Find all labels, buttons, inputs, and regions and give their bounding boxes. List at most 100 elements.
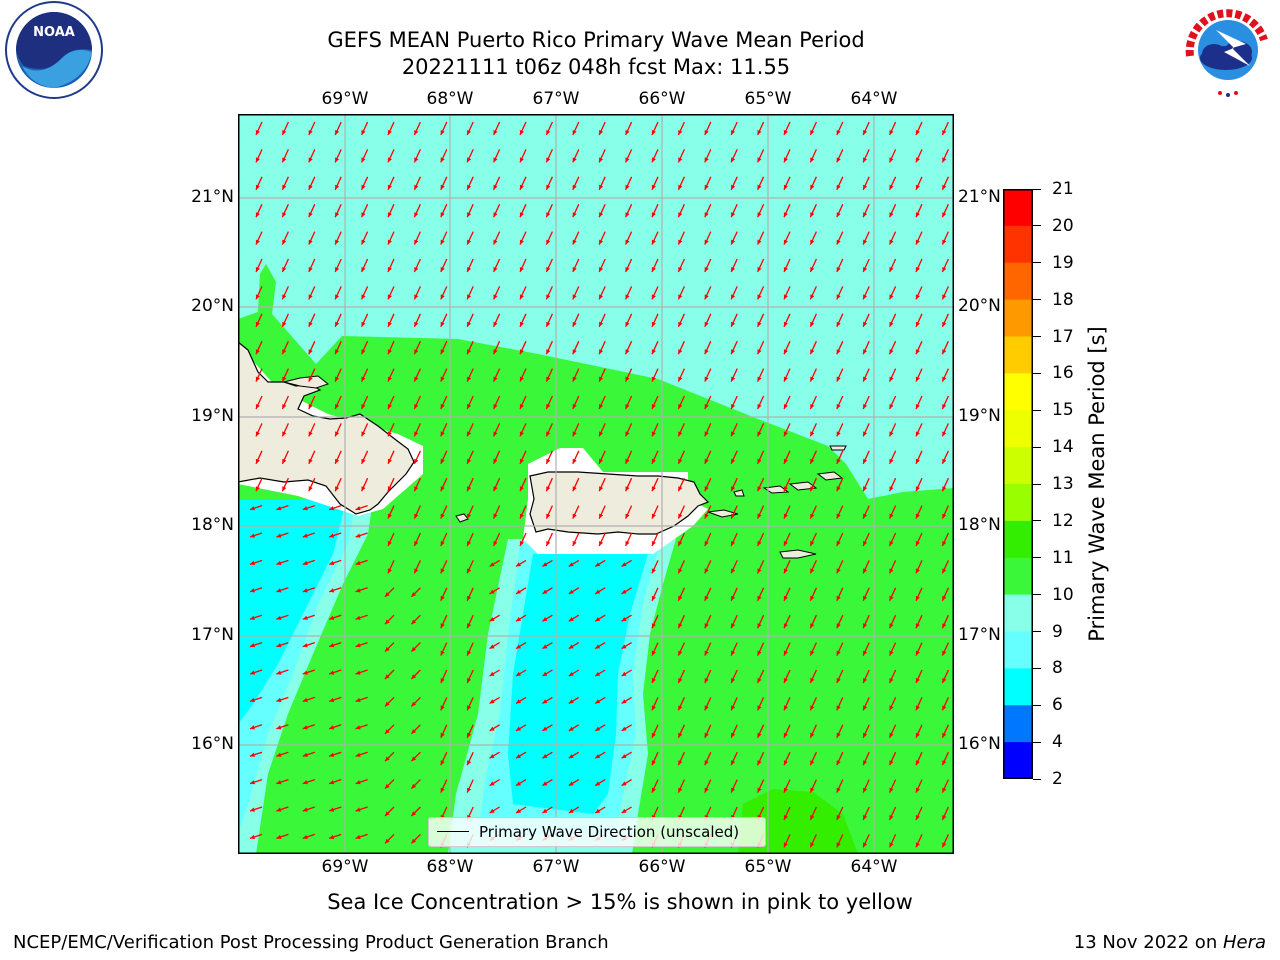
wave-arrow-head — [942, 349, 947, 355]
wave-arrow-head — [889, 294, 894, 300]
wave-arrow-head — [302, 670, 308, 675]
wave-arrow-head — [757, 267, 762, 272]
wave-arrow-head — [414, 568, 419, 574]
wave-arrow-head — [440, 486, 445, 492]
lat-label-right: 21°N — [958, 187, 1001, 207]
colorbar-tick-mark — [1033, 446, 1041, 448]
wave-arrow-head — [387, 376, 392, 382]
lon-label-top: 68°W — [426, 89, 474, 109]
wave-arrow-head — [915, 486, 920, 492]
wave-arrow-head — [440, 732, 445, 738]
wave-arrow-head — [836, 623, 841, 629]
wave-arrow-head — [467, 294, 472, 300]
land-vieques — [707, 509, 739, 518]
wave-arrow-head — [599, 541, 604, 546]
wave-arrow-head — [519, 184, 524, 190]
colorbar-tick-label: 9 — [1052, 621, 1063, 642]
colorbar-tick-mark — [1033, 188, 1041, 190]
wave-arrow-head — [414, 267, 419, 272]
wave-arrow-head — [651, 541, 656, 546]
lat-label-left: 21°N — [191, 187, 234, 207]
wave-arrow-head — [836, 842, 841, 848]
wave-arrow-head — [516, 808, 521, 813]
wave-arrow-head — [757, 678, 762, 683]
lat-label-right: 20°N — [958, 296, 1001, 316]
wave-arrow-head — [414, 294, 419, 300]
wave-arrow-head — [810, 431, 815, 437]
wave-arrow-head — [414, 404, 419, 409]
wave-arrow-head — [810, 458, 815, 464]
wave-arrow-head — [568, 671, 574, 676]
colorbar-tick-mark — [1033, 778, 1041, 780]
wave-arrow-head — [595, 781, 601, 786]
wave-arrow-head — [836, 787, 841, 793]
wave-arrow-head — [915, 349, 920, 355]
wave-arrow-head — [572, 184, 577, 190]
colorbar-tick-mark — [1033, 631, 1041, 632]
wave-arrow-head — [361, 239, 366, 245]
wave-arrow-head — [942, 623, 947, 629]
wave-arrow-head — [836, 157, 841, 163]
colorbar-tick-mark — [1033, 557, 1041, 559]
wave-arrow-head — [467, 732, 472, 738]
wave-arrow-head — [810, 212, 815, 218]
wave-arrow-head — [731, 404, 736, 409]
wave-arrow-head — [651, 458, 656, 464]
wave-arrow-head — [678, 157, 683, 163]
wave-arrow-head — [863, 568, 868, 574]
wave-arrow-head — [836, 568, 841, 574]
wave-arrow-head — [387, 458, 392, 464]
wave-arrow-head — [440, 623, 445, 629]
wave-arrow-head — [678, 595, 683, 601]
wave-arrow-head — [810, 267, 815, 272]
wave-arrow-head — [625, 404, 630, 409]
wave-arrow-head — [783, 541, 788, 546]
wave-arrow-head — [387, 349, 392, 355]
wave-arrow-head — [282, 349, 287, 355]
lon-label-top: 67°W — [532, 89, 580, 109]
wave-arrow-head — [411, 674, 417, 679]
wave-arrow-head — [757, 376, 762, 382]
wave-arrow-head — [942, 212, 947, 218]
wave-arrow-head — [519, 212, 524, 218]
wave-arrow-head — [493, 321, 498, 327]
wave-arrow-head — [651, 404, 656, 409]
lon-label-top: 69°W — [321, 89, 369, 109]
wave-arrow-head — [783, 842, 788, 848]
wave-arrow-head — [282, 212, 287, 218]
wave-arrow-head — [757, 541, 762, 546]
wave-arrow-head — [361, 267, 366, 272]
wave-arrow-head — [385, 646, 390, 652]
wave-arrow-head — [704, 130, 709, 135]
lat-label-left: 17°N — [191, 625, 234, 645]
wave-arrow-head — [255, 130, 260, 135]
wave-arrow-head — [678, 705, 683, 711]
wave-arrow-head — [516, 699, 521, 704]
band-6-8-center — [508, 554, 648, 814]
wave-arrow-head — [489, 617, 495, 622]
wave-arrow-head — [519, 486, 524, 492]
wave-arrow-head — [731, 267, 736, 272]
wave-arrow-head — [572, 239, 577, 245]
wave-arrow-head — [599, 431, 604, 437]
wave-arrow-head — [302, 643, 308, 648]
wave-arrow-head — [889, 541, 894, 546]
wave-arrow-head — [493, 239, 498, 245]
wave-arrow-head — [489, 808, 495, 813]
wave-arrow-head — [889, 513, 894, 519]
wave-arrow-head — [625, 157, 630, 163]
wave-arrow-head — [704, 349, 709, 355]
sea-ice-note: Sea Ice Concentration > 15% is shown in … — [327, 890, 913, 914]
wave-arrow-head — [361, 349, 366, 355]
colorbar-tick-label: 18 — [1052, 289, 1074, 310]
wave-arrow-head — [863, 239, 868, 245]
graticule — [238, 114, 954, 854]
wave-arrow-head — [467, 184, 472, 190]
wave-arrow-head — [361, 321, 366, 327]
wave-arrow-head — [411, 592, 417, 597]
wave-arrow-head — [651, 239, 656, 245]
wave-arrow-head — [810, 705, 815, 711]
wave-arrow-head — [651, 595, 656, 601]
wave-arrow-head — [329, 588, 335, 593]
wave-arrow-head — [493, 267, 498, 272]
